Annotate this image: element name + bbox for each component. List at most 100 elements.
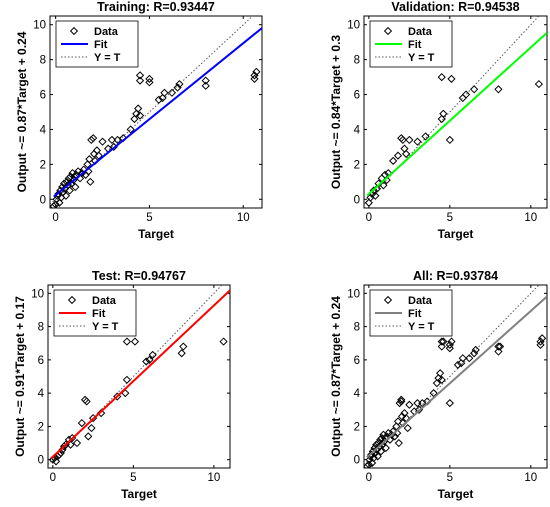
data-point: [432, 379, 441, 388]
x-axis-label: Target: [438, 227, 474, 241]
legend-item-label: Y = T: [94, 52, 121, 64]
y-axis-label: Output ~= 0.91*Target + 0.17: [13, 296, 27, 457]
data-point: [51, 200, 60, 208]
data-point: [130, 114, 139, 124]
data-point: [130, 337, 140, 346]
x-tick-label: 5: [447, 472, 453, 484]
x-tick-label: 10: [524, 212, 537, 224]
data-point: [85, 155, 94, 164]
data-point: [536, 340, 545, 349]
y-tick-label: 6: [40, 90, 46, 102]
chart-title: Validation: R=0.94538: [391, 0, 519, 14]
data-point: [393, 417, 403, 426]
data-point: [437, 337, 446, 346]
y-tick-label: 2: [354, 159, 360, 171]
chart-panel-1: 0 5 10 0 2 4 6 8 10 Training: R=0.93447 Target Outp…: [15, 0, 263, 241]
y-tick-label: 8: [38, 322, 44, 334]
data-point: [71, 182, 80, 192]
data-point: [494, 85, 503, 94]
data-point: [154, 95, 163, 104]
chart-panel-4: 0 5 10 0 2 4 6 8 10 All: R=0.93784 Target Output ~=…: [329, 269, 548, 501]
y-tick-label: 2: [354, 421, 360, 433]
data-point: [50, 202, 58, 208]
x-tick-label: 10: [237, 212, 250, 224]
plot-area: [50, 16, 262, 208]
data-point: [437, 375, 446, 384]
data-point: [461, 90, 471, 99]
x-tick-label: 5: [146, 212, 152, 224]
data-point: [471, 345, 480, 354]
data-point: [398, 135, 407, 145]
y-tick-label: 0: [40, 194, 46, 206]
y-tick-label: 6: [38, 355, 44, 367]
legend-item-label: Y = T: [92, 321, 119, 333]
y-tick-label: 8: [40, 55, 46, 67]
legend-data-marker: [69, 26, 79, 36]
y-tick-label: 10: [31, 288, 44, 300]
data-point: [145, 74, 154, 83]
data-point: [445, 399, 454, 408]
data-point: [494, 347, 503, 356]
legend-item-label: Fit: [92, 308, 106, 320]
data-point: [447, 74, 456, 83]
legend-data-marker: [383, 26, 393, 36]
y-tick-label: 10: [33, 20, 46, 32]
x-tick-label: 10: [207, 472, 220, 484]
y-axis-label: Output ~= 0.87*Target + 0.24: [329, 296, 343, 457]
plot-area: [364, 285, 547, 468]
data-point: [55, 198, 64, 207]
data-point: [376, 447, 386, 456]
y-tick-label: 0: [354, 194, 360, 206]
data-point: [126, 125, 135, 134]
data-point: [89, 134, 98, 143]
x-tick-label: 5: [447, 212, 453, 224]
data-point: [97, 408, 106, 418]
data-point: [534, 79, 544, 89]
fit-line: [50, 289, 230, 460]
plot-area: [364, 16, 547, 207]
legend-data-marker: [67, 295, 77, 305]
y-tick-label: 10: [347, 288, 360, 300]
y-tick-label: 8: [354, 55, 360, 67]
y-tick-label: 4: [354, 124, 361, 136]
x-axis-label: Target: [121, 487, 157, 501]
data-point: [538, 334, 547, 343]
x-tick-label: 0: [366, 212, 372, 224]
legend-item-label: Data: [92, 295, 117, 307]
data-point: [201, 81, 210, 90]
data-point: [145, 78, 154, 87]
x-tick-label: 0: [52, 212, 58, 224]
data-point: [252, 67, 261, 76]
data-point: [413, 137, 422, 146]
data-point: [219, 337, 228, 346]
data-point: [134, 104, 143, 113]
y-tick-label: 0: [354, 455, 360, 467]
data-point: [107, 135, 117, 145]
data-point: [135, 76, 145, 85]
data-point: [401, 149, 411, 158]
chart-title: Test: R=0.94767: [92, 269, 186, 283]
data-point: [405, 135, 414, 145]
data-point: [458, 354, 467, 363]
data-point: [437, 114, 446, 124]
data-point: [364, 462, 372, 468]
data-point: [465, 354, 474, 363]
data-point: [371, 191, 380, 200]
data-point: [122, 337, 132, 346]
chart-panel-2: 0 5 10 0 2 4 6 8 10 Validation: R=0.94538 Target Ou…: [329, 0, 548, 241]
x-tick-label: 10: [524, 472, 537, 484]
x-tick-label: 0: [366, 472, 372, 484]
data-point: [84, 432, 93, 441]
data-point: [445, 135, 454, 145]
data-point: [135, 111, 145, 120]
data-point: [447, 337, 456, 346]
data-point: [135, 71, 145, 80]
data-point: [436, 369, 445, 378]
data-point: [453, 360, 463, 369]
data-point: [87, 135, 96, 145]
data-point: [82, 397, 91, 406]
